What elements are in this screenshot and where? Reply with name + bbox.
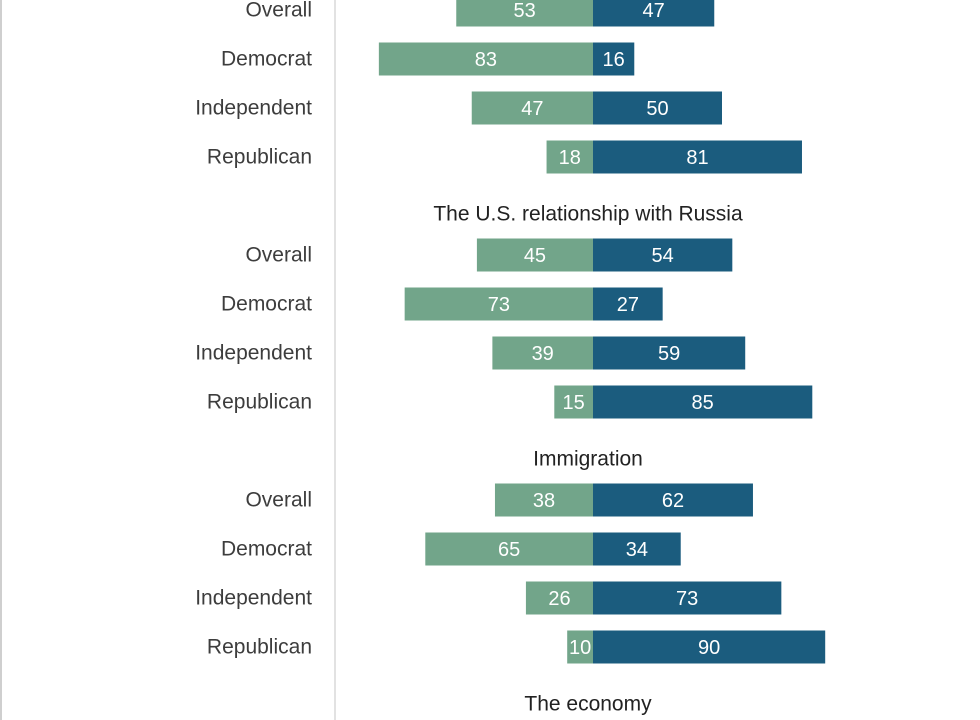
right-value-label: 34 [626, 539, 648, 561]
right-value-label: 85 [692, 392, 714, 414]
left-bar [554, 385, 593, 419]
right-value-label: 50 [646, 98, 668, 120]
left-bar [378, 42, 593, 76]
left-value-label: 83 [475, 49, 497, 71]
right-value-label: 47 [643, 0, 665, 22]
row-label: Republican [207, 391, 312, 414]
row-label: Republican [207, 146, 312, 169]
row-label: Democrat [221, 293, 312, 316]
left-value-label: 38 [533, 490, 555, 512]
right-bar [593, 238, 733, 272]
section-title: The economy [524, 693, 652, 716]
right-bar [593, 483, 753, 517]
right-bar [593, 287, 663, 321]
right-value-label: 16 [603, 49, 625, 71]
right-bar [593, 91, 722, 125]
row-label: Republican [207, 636, 312, 659]
right-value-label: 90 [698, 637, 720, 659]
right-value-label: 81 [686, 147, 708, 169]
left-bar [525, 581, 593, 615]
right-bar [593, 385, 813, 419]
left-bar [471, 91, 593, 125]
right-value-label: 27 [617, 294, 639, 316]
left-bar [567, 630, 593, 664]
left-value-label: 65 [498, 539, 520, 561]
right-value-label: 62 [662, 490, 684, 512]
right-bar [593, 140, 802, 174]
right-bar [593, 336, 746, 370]
left-value-label: 39 [532, 343, 554, 365]
left-bar [476, 238, 593, 272]
left-bar [404, 287, 593, 321]
left-bar [492, 336, 593, 370]
left-bar [425, 532, 593, 566]
left-value-label: 47 [521, 98, 543, 120]
right-bar [593, 0, 715, 27]
chart-marks: Overall 53 47 Democrat 83 16 Independent 47 50 Re… [195, 0, 826, 716]
row-label: Democrat [221, 538, 312, 561]
right-value-label: 54 [652, 245, 674, 267]
left-value-label: 26 [548, 588, 570, 610]
right-value-label: 73 [676, 588, 698, 610]
right-bar [593, 581, 782, 615]
section-title: The U.S. relationship with Russia [433, 203, 743, 226]
left-value-label: 53 [514, 0, 536, 22]
section-title: Immigration [533, 448, 643, 471]
left-bar [456, 0, 593, 27]
left-value-label: 18 [559, 147, 581, 169]
left-bar [546, 140, 593, 174]
left-value-label: 10 [569, 637, 591, 659]
left-value-label: 15 [563, 392, 585, 414]
row-label: Overall [245, 244, 312, 267]
right-bar [593, 532, 681, 566]
left-bar [494, 483, 593, 517]
row-label: Democrat [221, 48, 312, 71]
left-value-label: 73 [488, 294, 510, 316]
row-label: Independent [195, 587, 312, 610]
row-label: Overall [245, 489, 312, 512]
row-label: Overall [245, 0, 312, 22]
row-label: Independent [195, 97, 312, 120]
right-bar [593, 630, 826, 664]
left-value-label: 45 [524, 245, 546, 267]
row-label: Independent [195, 342, 312, 365]
right-value-label: 59 [658, 343, 680, 365]
right-bar [593, 42, 635, 76]
